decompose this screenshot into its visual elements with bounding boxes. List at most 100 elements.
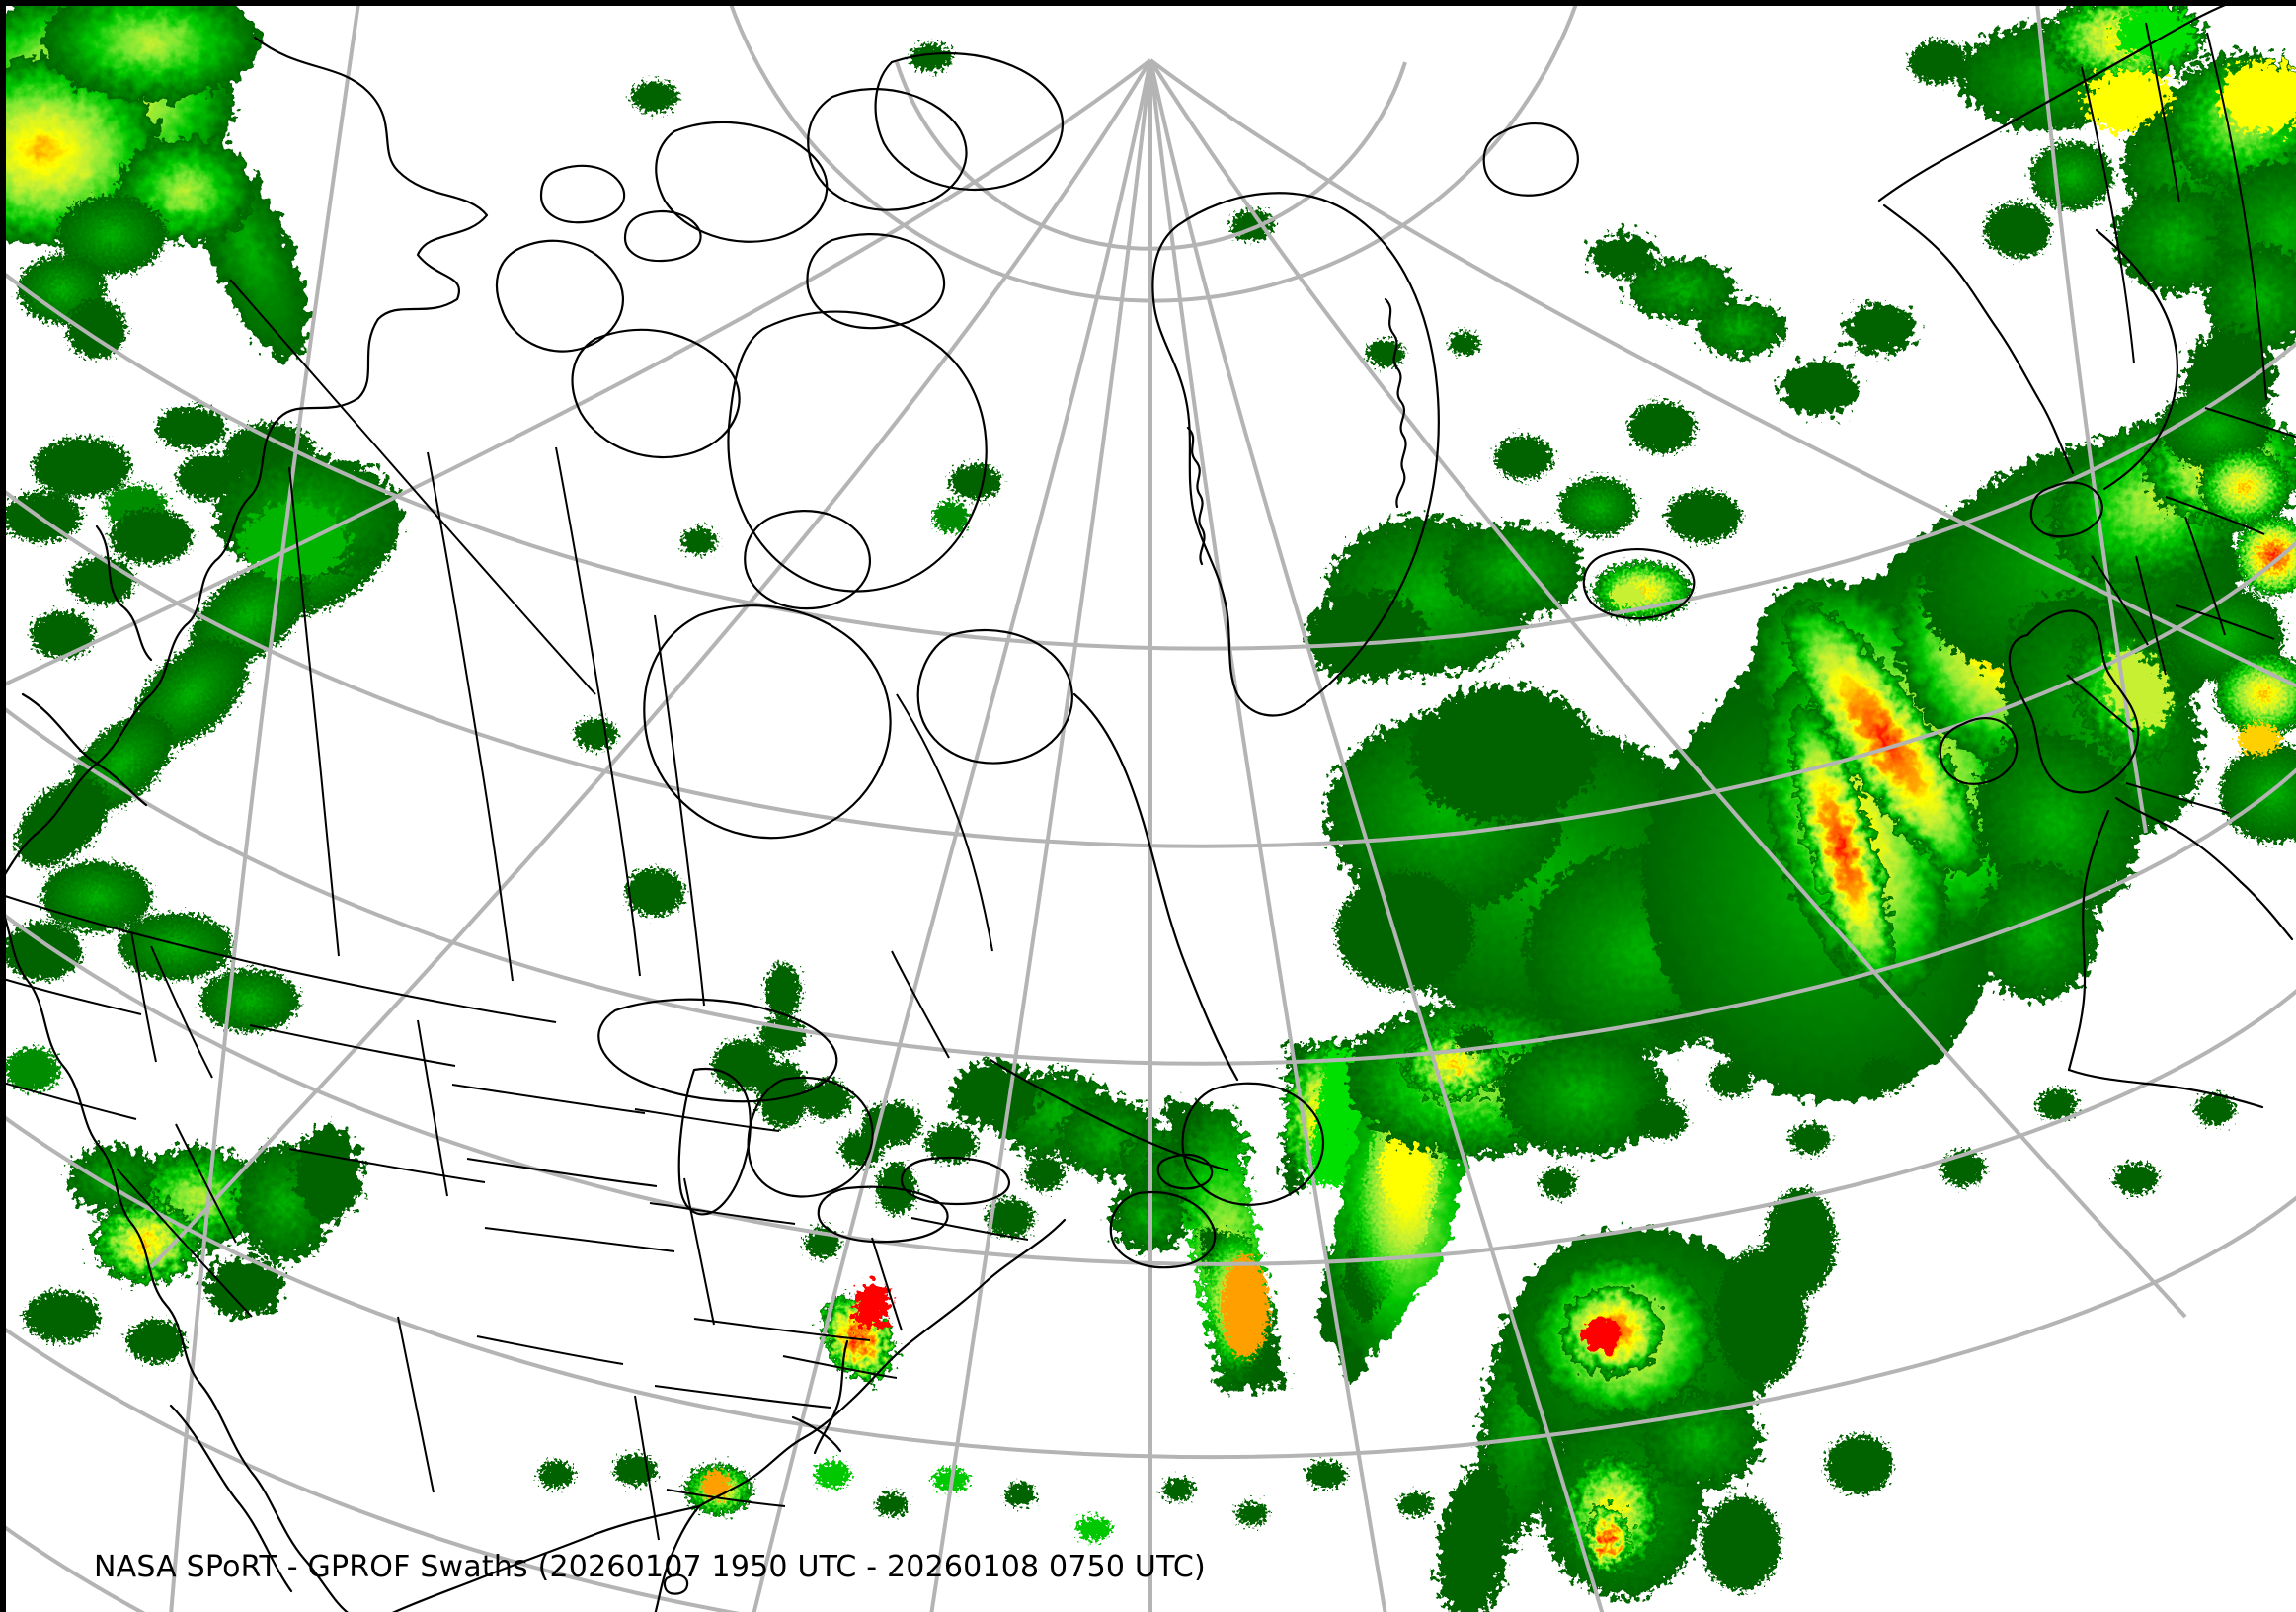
parallel-70n [3, 270, 2296, 651]
coast-east-us [697, 1218, 1067, 1508]
border-eu-misc-2 [2066, 674, 2135, 733]
parallel-60n [3, 704, 2296, 1066]
border-sweden-finland [2145, 22, 2180, 203]
precip-baltic-cells [1909, 40, 2296, 596]
precip-pacific-northwest [3, 861, 299, 1032]
parallel-40n [3, 1523, 146, 1612]
border-sd-ne [466, 1158, 658, 1187]
border-ms-al-vert [634, 1395, 660, 1541]
coast-great-britain [2008, 609, 2140, 794]
coast-arctic-isles-small-1 [539, 164, 626, 224]
coast-svalbard [1482, 122, 1579, 197]
coast-devon-island [806, 233, 946, 330]
coast-labrador [1072, 692, 1239, 1082]
meridian-fareast [2035, 3, 2148, 834]
precip-great-lakes [712, 1039, 977, 1164]
coast-denmark [2029, 481, 2103, 538]
border-wa-id [130, 930, 157, 1063]
coast-gulf-stlawrence-isles [1156, 1153, 1214, 1190]
border-poland-germany [2184, 516, 2226, 636]
border-baltic-states [2204, 407, 2296, 439]
coast-lake-superior [597, 998, 838, 1103]
precip-great-basin-cells [68, 1126, 362, 1317]
border-mn-ia [634, 1108, 780, 1132]
precip-canada-interior [574, 340, 1405, 1018]
meridian-015e [1148, 59, 1387, 1612]
border-sweden-norway [2081, 66, 2135, 364]
coast-norway [1877, 3, 2232, 202]
coast-hudson-bay [643, 604, 892, 840]
coast-iceland [1582, 548, 1696, 620]
precip-british-isles [1975, 594, 2202, 1001]
precip-norwegian-sea [1589, 233, 1915, 416]
precip-se-atlantic-arm [1702, 1188, 1893, 1591]
coast-alaska [248, 36, 489, 499]
meridian-030w [752, 59, 1152, 1612]
border-il-in [683, 1177, 715, 1326]
coast-lake-okeechobee [663, 1573, 689, 1595]
border-bc-alberta [288, 466, 340, 957]
meridian-060e [1148, 58, 2187, 1319]
coast-iberia-north [2067, 1068, 2264, 1109]
coast-ellesmere [874, 51, 1065, 192]
coast-greenland [1151, 192, 1440, 717]
coast-ungava [916, 628, 1073, 765]
border-nv-ut [175, 1123, 237, 1244]
border-central-europe-1 [2165, 496, 2265, 535]
border-tn-ms-al [654, 1385, 831, 1409]
parallel-80n [895, 61, 1407, 251]
border-ontario-quebec [891, 950, 950, 1059]
coast-nova-scotia [1109, 1190, 1217, 1269]
coast-baffin-island [727, 310, 988, 593]
border-ky-tn [693, 1318, 871, 1341]
border-wa-or [3, 977, 142, 1015]
border-germany-france [2135, 555, 2167, 676]
border-wy-co [288, 1148, 486, 1183]
border-or-ca [3, 1081, 137, 1120]
coast-lake-ontario [900, 1157, 1011, 1206]
coast-florida [654, 1504, 701, 1612]
coast-stlawrence [989, 1058, 1229, 1172]
map-border-rect [3, 3, 2296, 1612]
meridian-060w [149, 58, 1152, 1269]
border-canada-us-west [3, 894, 557, 1023]
coast-carolina-outer-banks [791, 1415, 842, 1453]
coast-queen-elizabeth-2 [807, 88, 968, 211]
coast-queen-elizabeth-1 [655, 121, 829, 243]
precip-northeast-us [759, 1017, 1065, 1258]
border-ok-tx [476, 1335, 624, 1365]
border-ga-fl [666, 1489, 786, 1507]
coast-arctic-isles-small-2 [623, 210, 702, 263]
coast-lake-huron [747, 1076, 874, 1198]
coast-foxe-basin [744, 510, 872, 610]
border-manitoba-ontario [654, 614, 705, 1007]
coast-ireland [1939, 717, 2019, 785]
precip-alberta-blob [215, 455, 403, 579]
parallel-45n [3, 1325, 741, 1612]
border-oh-pa [871, 1237, 903, 1331]
meridian-farwest [169, 3, 360, 1612]
coast-west-us [3, 909, 350, 1612]
border-id-mt [150, 945, 213, 1079]
coast-haida-gwaii [95, 524, 153, 662]
meridian-015w [929, 59, 1152, 1612]
coast-lake-erie [817, 1185, 949, 1244]
border-ca-nv-az [116, 1168, 253, 1318]
coastline-layer [3, 3, 2294, 1612]
coast-france-iberia [2067, 809, 2110, 1072]
border-nunavut-quebec [896, 693, 993, 952]
graticule-layer [3, 3, 2296, 1612]
border-layer [3, 22, 2296, 1541]
precip-southwest-scatter [5, 1048, 186, 1363]
precip-alaska-tail [18, 196, 166, 359]
precip-pacific-chain [3, 406, 226, 542]
coast-greenland-fjords-east [1384, 297, 1407, 509]
border-mt-wy [249, 1024, 456, 1067]
parallel-50n [3, 1113, 2296, 1460]
precip-iceland-north [1494, 402, 1696, 536]
border-alberta-sask [427, 451, 514, 982]
coast-gulf-coast [391, 1504, 701, 1612]
coast-lake-michigan [677, 1067, 752, 1216]
